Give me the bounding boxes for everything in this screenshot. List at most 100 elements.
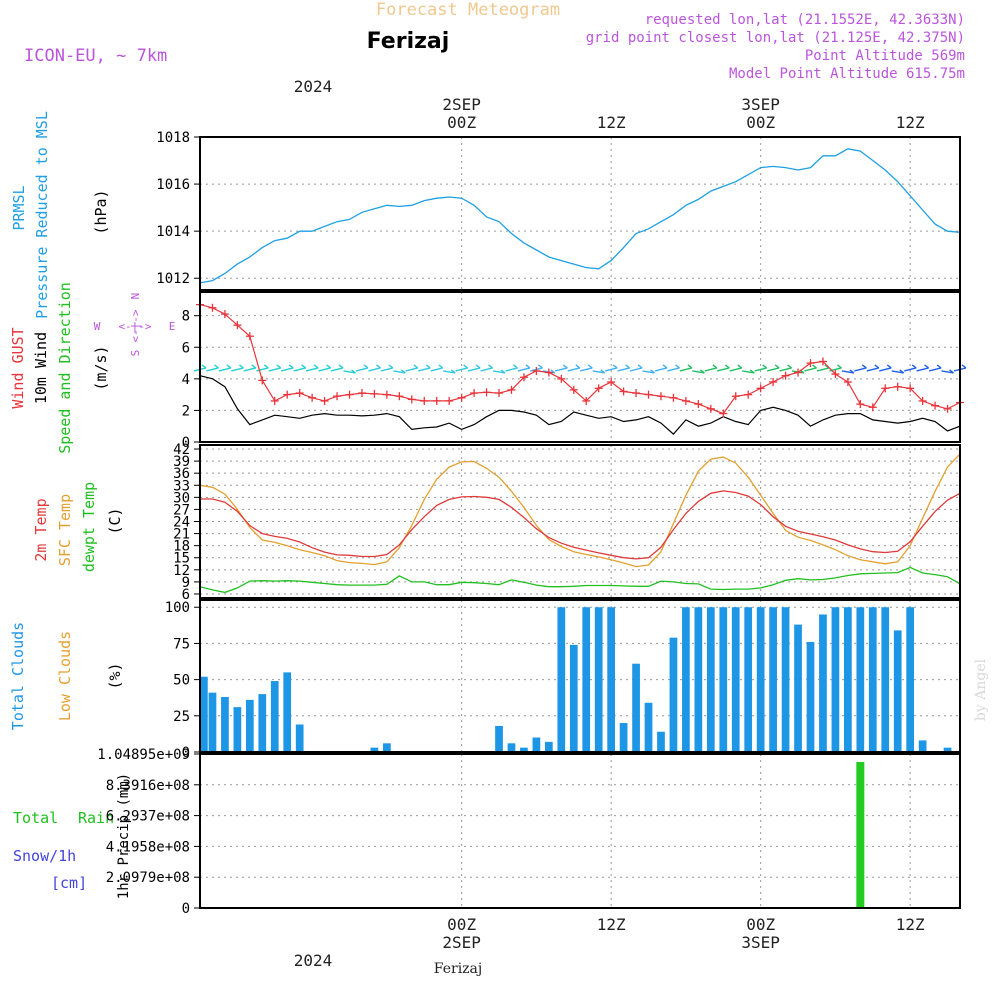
cloud-bar xyxy=(594,607,603,752)
top-time-label: 00Z xyxy=(746,113,775,132)
panel-border xyxy=(199,753,961,909)
wind-direction-arrowhead xyxy=(625,364,631,369)
watermark: by Angel xyxy=(973,658,989,721)
panel-wind: 0 2 4 6 8 xyxy=(182,291,967,451)
y-tick-label: 15 xyxy=(173,551,190,567)
top-time-label: 12Z xyxy=(896,113,925,132)
wind-gust-line xyxy=(199,304,961,415)
bottom-time-label: 00Z xyxy=(746,915,775,934)
top-time-label: 12Z xyxy=(597,113,626,132)
precip-snow-label: Snow/1h xyxy=(13,847,76,865)
wind-direction-arrowhead xyxy=(762,364,768,369)
wind-direction-arrowhead xyxy=(936,364,942,369)
wind-direction-arrowhead xyxy=(288,364,294,369)
wind-direction-arrow xyxy=(841,370,854,374)
panel-precip: 0 2.0979e+08 4.1958e+08 6.2937e+08 8.3916e+0… xyxy=(97,747,961,917)
wind-direction-arrowhead xyxy=(425,364,431,369)
y-tick-label: 75 xyxy=(173,636,190,652)
wind-direction-arrow xyxy=(443,370,456,374)
wind-direction-arrow xyxy=(629,367,643,372)
cloud-bar xyxy=(781,607,790,752)
cloud-bar xyxy=(233,707,242,752)
cloud-bar xyxy=(644,702,653,752)
y-tick-label: 39 xyxy=(173,454,190,470)
wind-direction-arrow xyxy=(505,367,518,372)
y-tick-label: 50 xyxy=(173,673,190,689)
wind-direction-arrow xyxy=(729,367,742,372)
cloud-bar xyxy=(221,696,229,752)
wind-direction-arrowhead xyxy=(201,364,207,369)
cloud-bar xyxy=(569,644,578,752)
cloud-bar xyxy=(694,607,703,752)
wind-direction-arrow xyxy=(804,367,817,372)
y-tick-label: 0 xyxy=(182,435,190,451)
cloud-bar xyxy=(906,607,915,752)
wind-direction-arrowhead xyxy=(475,364,481,369)
wind-direction-arrow xyxy=(405,367,418,372)
bottom-time-label: 12Z xyxy=(597,915,626,934)
cloud-bar xyxy=(943,747,952,752)
wind-direction-arrow xyxy=(866,367,879,372)
y-tick-label: 1012 xyxy=(156,271,190,287)
wind-direction-arrow xyxy=(941,370,954,374)
y-tick-label: 2 xyxy=(182,403,190,419)
y-tick-label: 12 xyxy=(173,563,190,579)
wind-direction-arrowhead xyxy=(575,364,581,369)
cloud-bar xyxy=(520,747,528,752)
cloud-bar xyxy=(557,607,566,752)
wind-direction-arrowhead xyxy=(662,364,668,369)
wind-direction-arrowhead xyxy=(637,364,643,369)
y-tick-label: 9 xyxy=(182,575,190,591)
point-altitude: Point Altitude 569m xyxy=(805,48,965,64)
cloud-bar xyxy=(831,607,840,752)
wind-direction-arrowhead xyxy=(376,364,381,369)
wind-direction-arrow xyxy=(430,367,443,372)
top-time-label: 00Z xyxy=(447,113,476,132)
wind-direction-arrowhead xyxy=(400,369,406,374)
wind-direction-arrow xyxy=(480,367,493,372)
wind-direction-arrow xyxy=(604,367,618,372)
wind-direction-arrow xyxy=(816,367,830,372)
temp-unit-label: (C) xyxy=(106,507,124,534)
y-tick-label: 0 xyxy=(182,901,190,917)
wind-direction-arrow xyxy=(256,367,269,372)
wind-direction-arrow xyxy=(592,370,605,374)
y-tick-label: 1018 xyxy=(156,130,190,146)
wind-direction-arrow xyxy=(555,367,568,372)
cloud-bar xyxy=(806,641,815,752)
wind-direction-arrow xyxy=(580,367,593,372)
y-tick-label: 1.04895e+09 xyxy=(97,747,190,763)
gridpoint-coords: grid point closest lon,lat (21.125E, 42.… xyxy=(586,30,965,46)
wind-direction-arrowhead xyxy=(214,364,219,369)
wind-direction-arrow xyxy=(368,367,381,372)
top-year-label: 2024 xyxy=(294,77,333,96)
wind-direction-arrow xyxy=(343,370,356,374)
panel-border xyxy=(199,444,961,599)
wind-direction-arrowhead xyxy=(263,364,269,369)
wind-direction-arrowhead xyxy=(911,364,917,369)
cloud-bar xyxy=(794,624,802,752)
cloud-bar xyxy=(669,637,678,752)
temp-2m-line xyxy=(200,490,961,560)
model-label: ICON-EU, ~ 7km xyxy=(24,46,167,66)
wind-10m-label: 10m Wind xyxy=(32,332,50,404)
wind-direction-arrowhead xyxy=(513,364,518,369)
wind-direction-arrowhead xyxy=(737,364,743,369)
cloud-bar xyxy=(756,607,765,752)
cloud-bar xyxy=(682,607,690,752)
wind-direction-arrow xyxy=(754,367,767,372)
cloud-bar xyxy=(657,731,665,752)
y-tick-label: 0 xyxy=(182,745,190,761)
wind-direction-arrow xyxy=(742,370,755,374)
clouds-low-label: Low Clouds xyxy=(56,631,74,721)
wind-direction-arrowhead xyxy=(874,364,880,369)
cloud-bar xyxy=(370,747,379,752)
pressure-line xyxy=(199,148,961,284)
compass-north: N xyxy=(129,293,142,300)
wind-10m-line xyxy=(199,375,961,435)
wind-direction-arrowhead xyxy=(338,364,344,369)
wind-direction-arrowhead xyxy=(438,364,444,369)
top-date-label: 3SEP xyxy=(741,95,780,114)
